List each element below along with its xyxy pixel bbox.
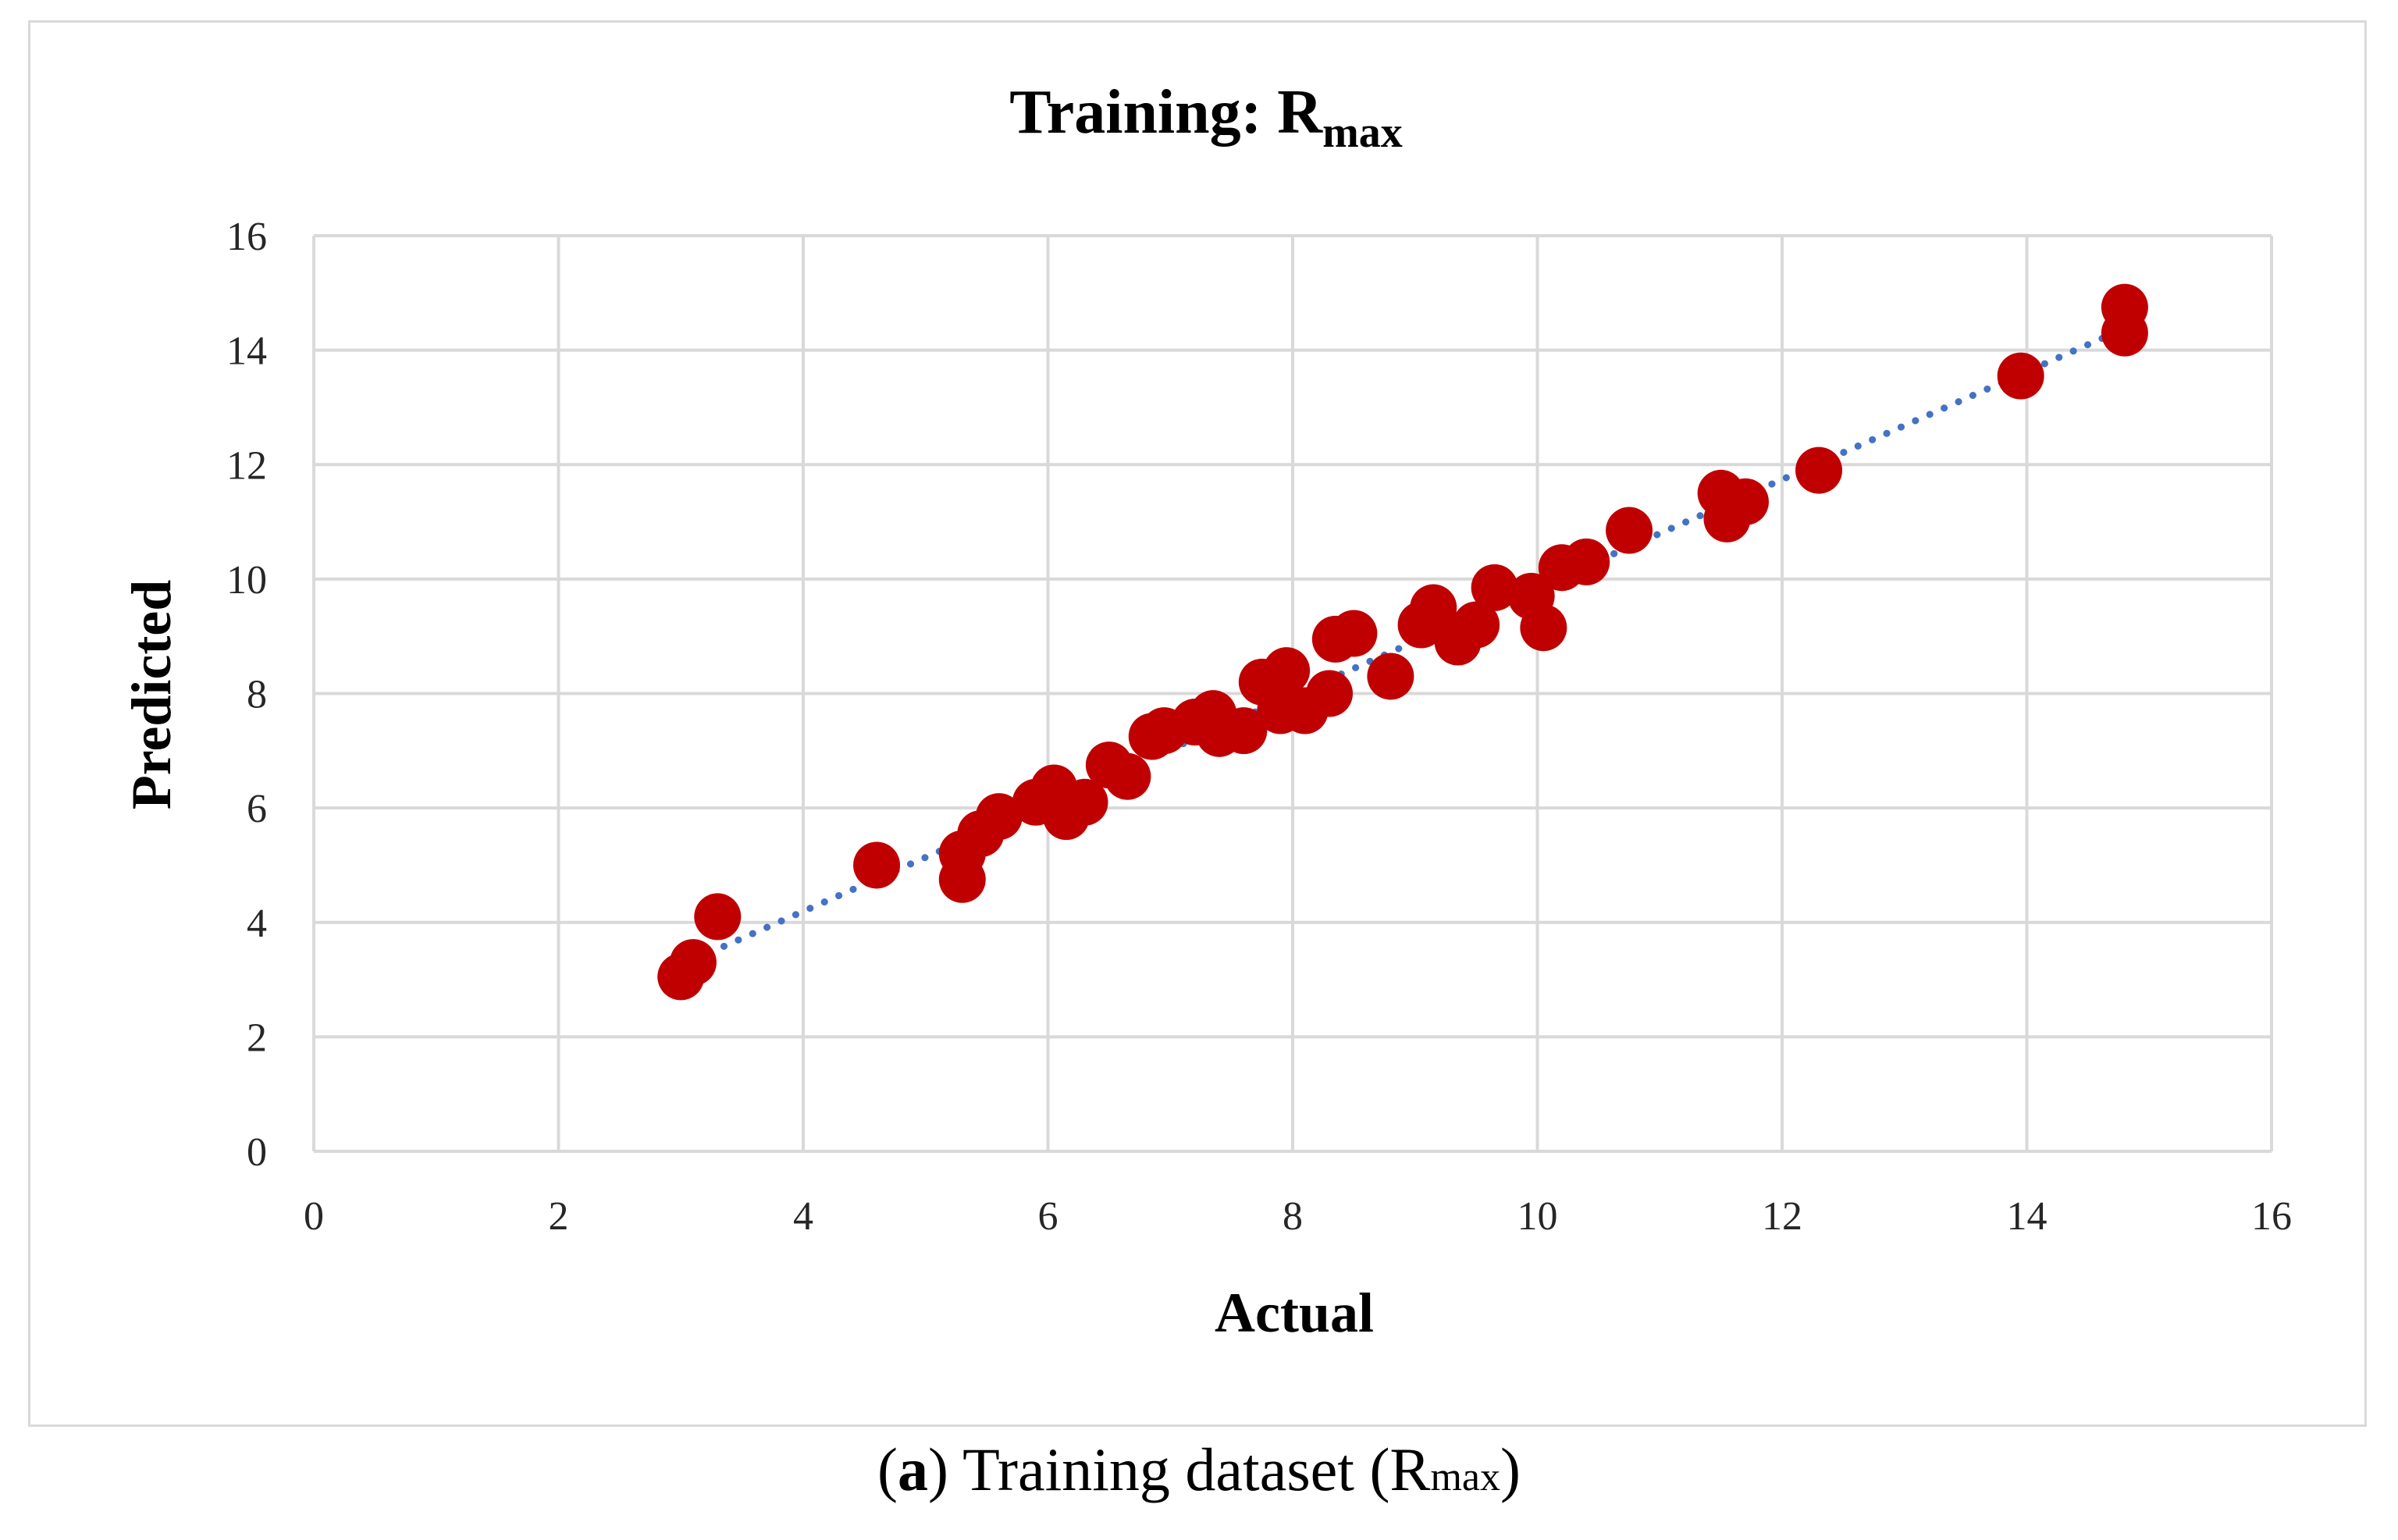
y-tick-label: 2 [247, 1015, 267, 1060]
x-tick-label: 12 [1762, 1194, 1802, 1239]
y-axis-title: Predicted [120, 580, 183, 810]
caption-subscript: max [1430, 1455, 1500, 1499]
x-tick-label: 8 [1283, 1194, 1303, 1239]
data-point [1410, 584, 1457, 631]
x-tick-label: 14 [2007, 1194, 2048, 1239]
y-tick-label: 14 [226, 329, 267, 374]
data-point [1306, 670, 1354, 717]
data-point [1520, 604, 1567, 652]
x-tick-label: 2 [549, 1194, 569, 1239]
x-axis-title: Actual [1215, 1282, 1374, 1344]
trendline-layer [677, 325, 2129, 969]
trendline [677, 325, 2129, 969]
data-point [1471, 564, 1518, 611]
x-tick-label: 6 [1038, 1194, 1058, 1239]
caption-paren-open: ( [877, 1435, 898, 1503]
x-axis-tick-labels: 0 2 4 6 8 10 12 14 16 [304, 1194, 2292, 1239]
x-tick-label: 10 [1517, 1194, 1558, 1239]
gridlines [312, 234, 2273, 1153]
y-tick-label: 4 [247, 902, 267, 946]
data-point [1997, 352, 2044, 400]
y-tick-label: 0 [247, 1130, 267, 1175]
data-point [1367, 653, 1414, 700]
data-point [1721, 478, 1769, 525]
data-point [694, 893, 742, 941]
figure-caption: (a) Training dataset (Rmax) [0, 1435, 2398, 1505]
y-tick-label: 16 [226, 215, 267, 259]
data-point [1330, 610, 1378, 657]
data-point [1453, 601, 1500, 649]
chart-title: Training: Rmax [1009, 78, 1402, 157]
x-tick-label: 0 [304, 1194, 324, 1239]
y-tick-label: 8 [247, 673, 267, 717]
y-tick-label: 12 [226, 443, 267, 488]
x-tick-label: 4 [793, 1194, 813, 1239]
x-tick-label: 16 [2251, 1194, 2292, 1239]
y-tick-label: 10 [226, 558, 267, 603]
data-point [1606, 507, 1653, 554]
data-point [1563, 538, 1610, 585]
y-axis-tick-labels: 0 2 4 6 8 10 12 14 16 [226, 215, 267, 1175]
data-point [669, 939, 717, 987]
data-point [1795, 446, 1843, 494]
caption-text: ) Training dataset (R [928, 1435, 1431, 1503]
data-point [975, 793, 1023, 841]
y-tick-label: 6 [247, 787, 267, 831]
data-point [853, 841, 901, 889]
caption-letter: a [898, 1435, 928, 1503]
data-point [1220, 707, 1268, 755]
data-point [1061, 778, 1108, 826]
chart-title-subscript: max [1322, 108, 1403, 157]
data-point [938, 855, 986, 903]
data-point [2101, 309, 2148, 357]
data-point [1263, 647, 1311, 695]
data-points [657, 283, 2148, 1001]
data-point [1104, 752, 1151, 800]
caption-paren-close: ) [1500, 1435, 1521, 1503]
